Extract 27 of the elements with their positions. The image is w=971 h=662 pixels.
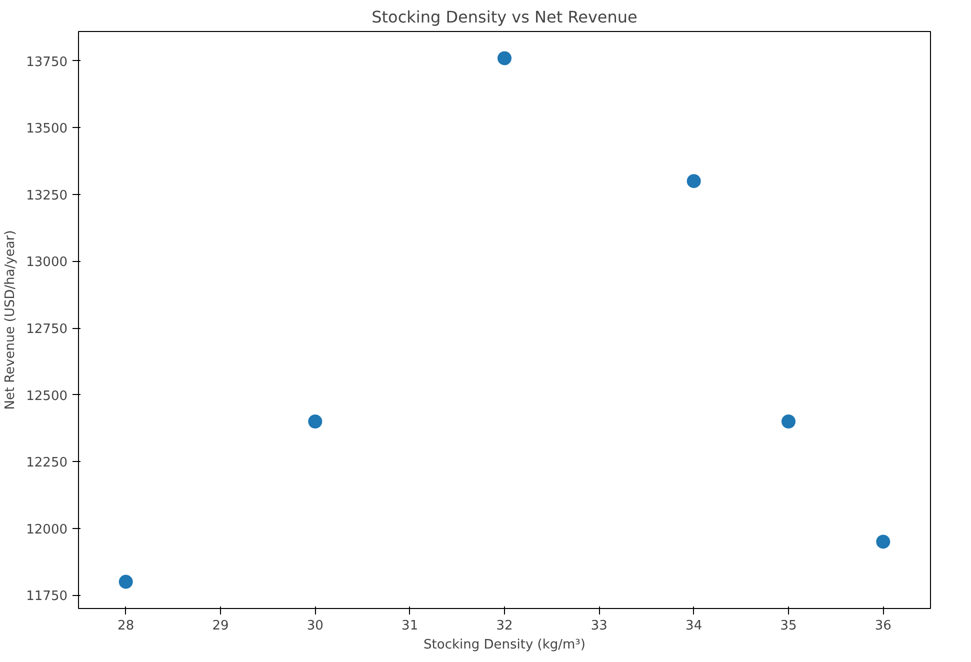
y-tick-label: 13000 (26, 255, 68, 270)
x-tick-label: 28 (118, 618, 134, 634)
x-tick-label: 31 (402, 618, 418, 634)
y-tick-label: 12750 (26, 322, 68, 338)
y-tick-label: 12000 (26, 522, 68, 538)
y-axis-title: Net Revenue (USD/ha/year) (3, 230, 18, 410)
x-tick-label: 34 (686, 618, 702, 634)
y-tick-label: 13250 (26, 188, 68, 204)
point (876, 534, 890, 549)
x-axis-title: Stocking Density (kg/m³) (424, 638, 586, 652)
y-tick-label: 12500 (26, 388, 68, 404)
point (498, 51, 512, 66)
point (782, 414, 796, 428)
x-tick-label: 29 (212, 618, 229, 634)
y-tick-label: 13500 (26, 122, 68, 137)
x-tick-label: 35 (780, 618, 797, 634)
x-tick-label: 36 (874, 618, 892, 634)
y-tick-label: 12250 (26, 456, 68, 471)
y-tick-label: 11750 (26, 589, 68, 604)
point (308, 414, 322, 428)
x-tick-label: 33 (590, 618, 608, 634)
point (118, 574, 133, 589)
chart-title: Stocking Density vs Net Revenue (372, 8, 638, 26)
point (686, 174, 701, 188)
x-tick-label: 32 (496, 618, 513, 634)
y-tick-label: 13750 (26, 54, 68, 70)
x-tick-label: 30 (306, 618, 324, 634)
